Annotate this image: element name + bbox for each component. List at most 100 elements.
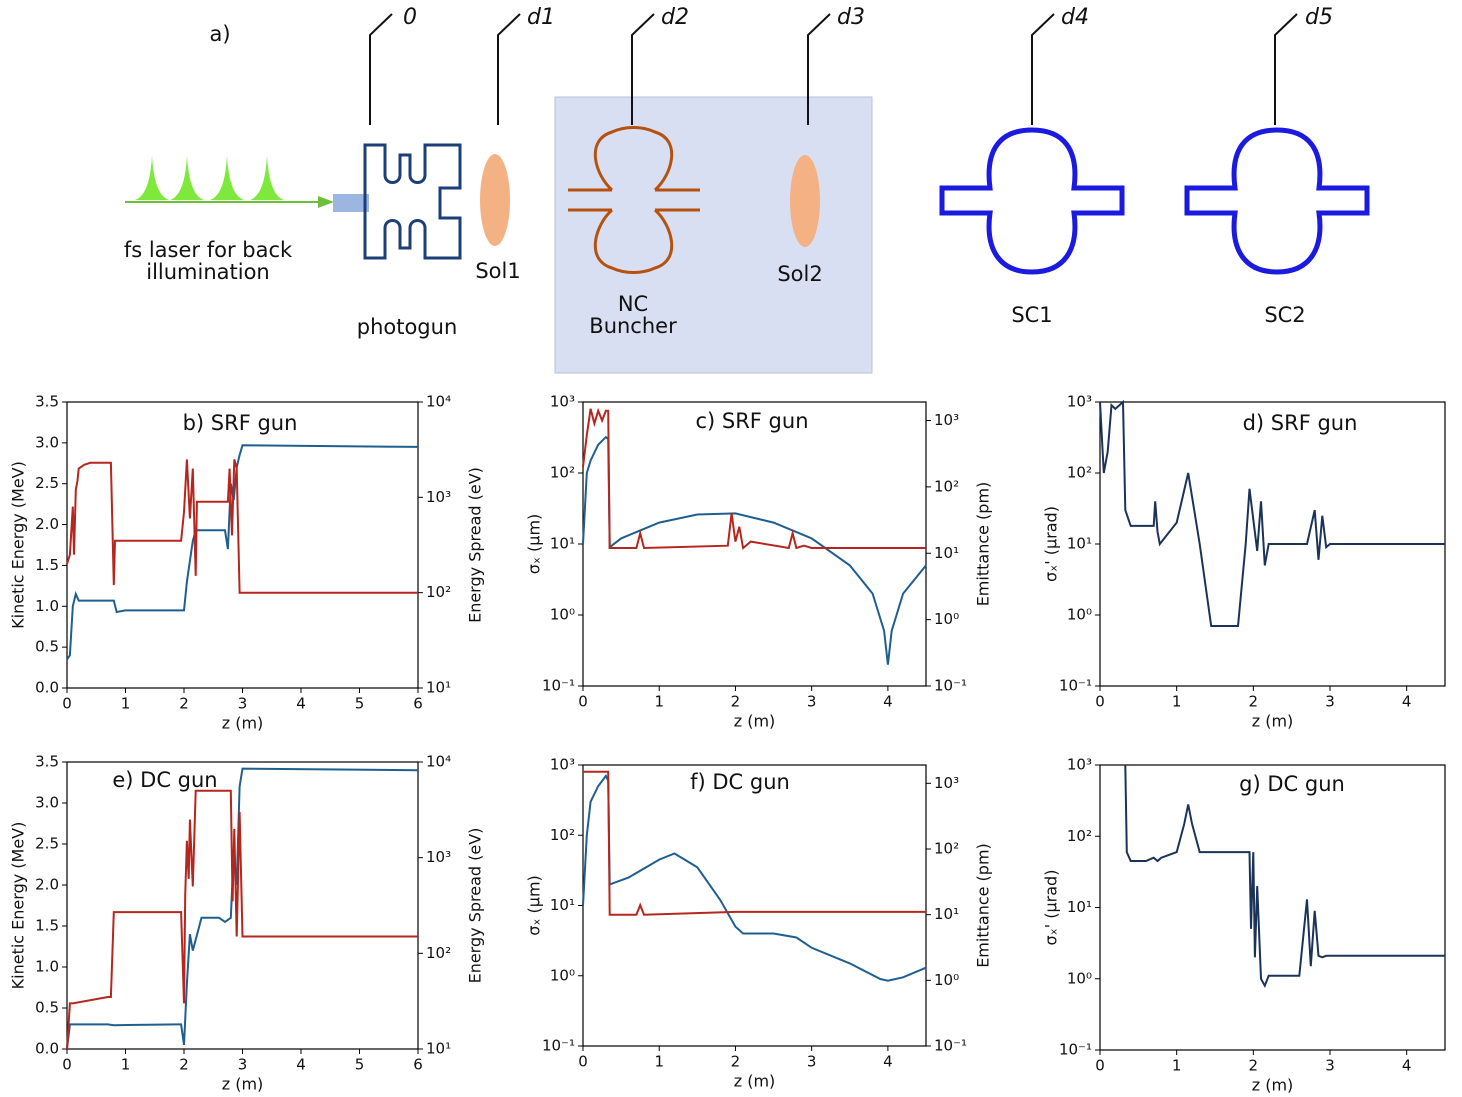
x-tick-label: 3 [1325, 1057, 1335, 1075]
y2-axis-label: Emittance (pm) [974, 482, 993, 607]
plot-frame [1099, 764, 1446, 1051]
photogun-shape [363, 143, 462, 260]
x-tick-label: 2 [1249, 693, 1259, 711]
x-tick-label: 0 [1095, 693, 1105, 711]
data-line [582, 773, 927, 982]
x-tick-label: 1 [121, 695, 131, 713]
station-label: d3 [837, 5, 865, 30]
y-tick-label: 10¹ [1067, 898, 1092, 916]
y2-tick-label: 10⁻¹ [934, 677, 967, 695]
y2-tick-label: 10² [426, 944, 451, 962]
x-tick-label: 0 [578, 693, 588, 711]
x-tick-label: 0 [578, 1053, 588, 1071]
y-tick-label: 3.0 [35, 794, 59, 812]
y-tick-label: 10¹ [1067, 535, 1092, 553]
y-tick-label: 0.5 [35, 638, 59, 656]
data-line [66, 789, 418, 1050]
x-tick-label: 5 [355, 695, 365, 713]
y2-tick-label: 10³ [934, 411, 959, 429]
y-tick-label: 3.0 [35, 433, 59, 451]
x-tick-label: 4 [1402, 693, 1412, 711]
y-tick-label: 10⁰ [550, 606, 575, 624]
y-tick-label: 0.5 [35, 999, 59, 1017]
x-tick-label: 4 [296, 1056, 306, 1074]
y-tick-label: 10⁰ [550, 966, 575, 984]
x-tick-label: 2 [731, 693, 741, 711]
y2-tick-label: 10⁴ [426, 393, 451, 411]
x-axis-label: z (m) [1252, 1076, 1294, 1095]
buncher-region [554, 96, 873, 374]
y-tick-label: 2.5 [35, 474, 59, 492]
chart-title: d) SRF gun [1243, 411, 1358, 435]
y-tick-label: 0.0 [35, 1040, 59, 1058]
x-tick-label: 4 [1402, 1057, 1412, 1075]
y2-axis-label: Energy Spread (eV) [466, 828, 485, 984]
y-axis-label: σₓ' (μrad) [1042, 870, 1061, 946]
x-axis-label: z (m) [222, 714, 264, 733]
y-tick-label: 10⁻¹ [1059, 677, 1092, 695]
data-line [583, 770, 926, 916]
y-tick-label: 2.0 [35, 876, 59, 894]
y-tick-label: 2.5 [35, 835, 59, 853]
y2-tick-label: 10⁰ [934, 610, 959, 628]
y2-tick-label: 10¹ [934, 905, 959, 923]
component-label: Sol1 [475, 259, 520, 283]
data-line [1099, 399, 1445, 627]
y-tick-label: 1.5 [35, 917, 59, 935]
x-tick-label: 2 [1249, 1057, 1259, 1075]
y-tick-label: 3.5 [35, 393, 59, 411]
solenoid [790, 155, 820, 247]
station-label: d5 [1305, 5, 1333, 30]
y2-tick-label: 10⁴ [426, 753, 451, 771]
y2-tick-label: 10² [934, 477, 959, 495]
x-tick-label: 0 [62, 695, 72, 713]
x-tick-label: 3 [238, 695, 248, 713]
x-tick-label: 1 [121, 1056, 131, 1074]
plot-frame [582, 401, 927, 687]
x-axis-label: z (m) [222, 1075, 264, 1094]
y-tick-label: 10² [550, 826, 575, 844]
y2-tick-label: 10¹ [426, 679, 451, 697]
component-label: Sol2 [777, 262, 822, 286]
y2-tick-label: 10⁰ [934, 971, 959, 989]
y-tick-label: 10⁻¹ [542, 1037, 575, 1055]
y-tick-label: 10³ [1067, 393, 1092, 411]
x-tick-label: 4 [883, 693, 893, 711]
y-tick-label: 10³ [1067, 756, 1092, 774]
x-tick-label: 2 [179, 695, 189, 713]
x-tick-label: 4 [296, 695, 306, 713]
component-label: NC [618, 292, 648, 316]
component-label: photogun [357, 315, 458, 339]
y2-tick-label: 10³ [426, 848, 451, 866]
y-tick-label: 1.0 [35, 958, 59, 976]
x-tick-label: 6 [413, 695, 423, 713]
station-label: d1 [527, 5, 555, 30]
y2-axis-label: Emittance (pm) [974, 843, 993, 968]
leader-lines [369, 13, 1298, 125]
y-tick-label: 0.0 [35, 679, 59, 697]
station-label: 0 [403, 5, 417, 30]
y-axis-label: σₓ (μm) [525, 875, 544, 936]
y-axis-label: σₓ (μm) [525, 514, 544, 575]
x-axis-label: z (m) [734, 1072, 776, 1091]
y-axis-label: Kinetic Energy (MeV) [9, 461, 28, 629]
cathode [333, 194, 369, 212]
x-tick-label: 2 [179, 1056, 189, 1074]
y-tick-label: 1.0 [35, 597, 59, 615]
x-tick-label: 5 [355, 1056, 365, 1074]
y2-tick-label: 10³ [934, 774, 959, 792]
panel-label: a) [209, 22, 230, 46]
y-tick-label: 10² [1067, 827, 1092, 845]
y2-tick-label: 10² [426, 583, 451, 601]
y2-tick-label: 10² [934, 839, 959, 857]
x-tick-label: 6 [413, 1056, 423, 1074]
chart-title: c) SRF gun [695, 409, 808, 433]
y-tick-label: 2.0 [35, 515, 59, 533]
data-line [582, 435, 927, 665]
y2-axis-label: Energy Spread (eV) [466, 467, 485, 623]
y2-tick-label: 10⁻¹ [934, 1037, 967, 1055]
y-tick-label: 10² [550, 464, 575, 482]
component-label: Buncher [589, 314, 677, 338]
data-line [66, 459, 418, 594]
plot-frame [582, 764, 927, 1047]
